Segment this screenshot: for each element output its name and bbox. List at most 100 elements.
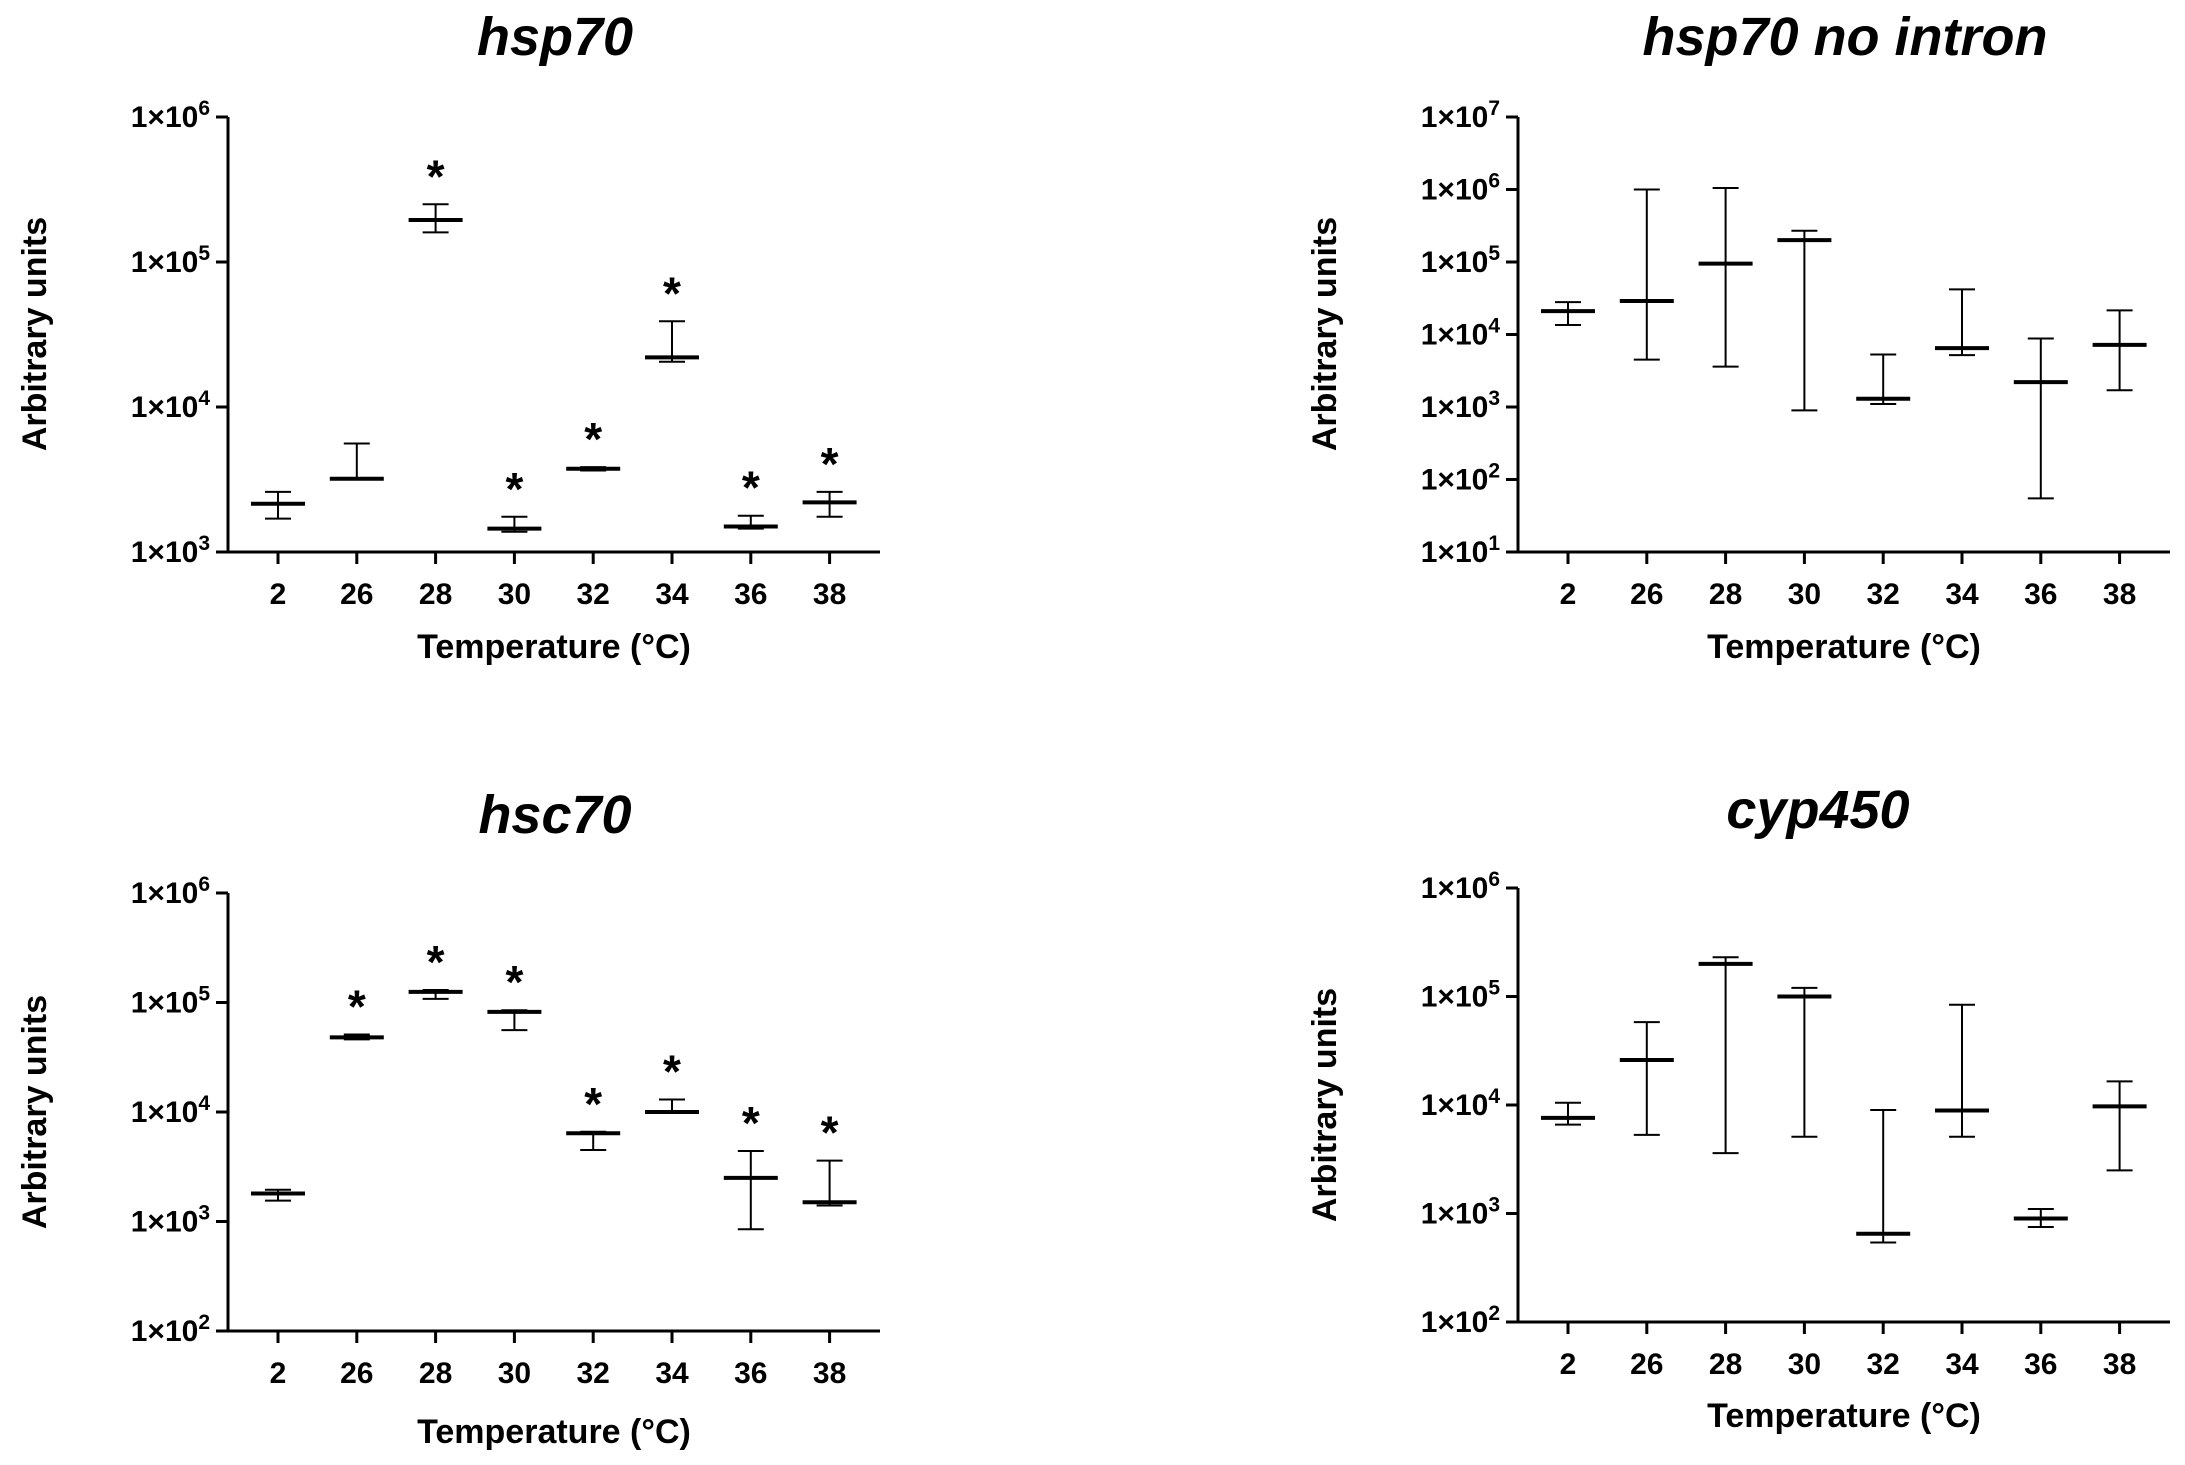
data-point: * [645,267,699,363]
y-tick-label: 1×104 [131,1092,211,1129]
x-tick-label: 32 [577,1357,610,1390]
x-tick-label: 28 [419,578,452,611]
significance-marker: * [821,1107,839,1159]
x-tick-label: 36 [2024,578,2057,611]
x-axis-title: Temperature (°C) [417,628,691,666]
x-tick-label: 28 [1709,1348,1742,1381]
data-point [1935,288,1989,357]
y-tick-label: 1×105 [1421,242,1501,279]
data-point: * [487,463,542,533]
x-tick-label: 2 [270,1357,287,1390]
y-tick-label: 1×103 [1421,1194,1500,1231]
data-point [251,1188,305,1202]
x-tick-label: 36 [2024,1348,2057,1381]
significance-marker: * [427,936,445,988]
x-tick-label: 38 [813,578,846,611]
data-point [1698,186,1753,368]
data-point [1935,1003,1989,1138]
data-point [251,490,305,520]
y-axis-title: Arbitrary units [1306,988,1344,1222]
data-point [1856,1108,1911,1244]
data-point: * [802,1107,857,1207]
x-tick-label: 38 [2103,578,2136,611]
significance-marker: * [584,1078,602,1130]
y-tick-label: 1×102 [1421,460,1500,497]
y-tick-label: 1×104 [131,387,211,424]
data-point [1698,956,1753,1155]
data-point: * [487,956,542,1032]
chart-title: hsp70 no intron [1643,7,2048,67]
x-tick-label: 26 [1630,1348,1663,1381]
x-tick-label: 36 [734,578,767,611]
x-tick-label: 36 [734,1357,767,1390]
chart-title: hsp70 [477,7,633,67]
data-point [2013,337,2068,500]
y-tick-label: 1×103 [131,532,210,569]
x-tick-label: 30 [1788,578,1821,611]
significance-marker: * [505,956,523,1008]
significance-marker: * [742,1097,760,1149]
x-tick-label: 2 [270,578,287,611]
data-point: * [408,150,463,234]
y-tick-label: 1×105 [1421,977,1501,1014]
chart-panel-1: hsp70 Arbitrary units Temperature (°C) 1×10… [16,7,880,666]
x-axis-title: Temperature (°C) [1707,628,1981,666]
data-point: * [723,462,778,530]
y-tick-label: 1×106 [131,97,210,134]
significance-marker: * [505,463,523,515]
y-tick-label: 1×103 [131,1202,210,1239]
x-tick-label: 34 [1945,578,1979,611]
y-tick-label: 1×106 [131,873,210,910]
data-point [329,442,384,481]
x-tick-label: 30 [498,578,531,611]
data-point [1777,986,1832,1138]
significance-marker: * [742,462,760,514]
data-point: * [329,981,384,1041]
x-tick-label: 34 [655,578,689,611]
y-tick-label: 1×107 [1421,97,1500,134]
x-tick-label: 26 [340,578,373,611]
significance-marker: * [663,267,681,319]
y-tick-label: 1×104 [1421,1085,1501,1122]
x-axis-title: Temperature (°C) [1707,1397,1981,1435]
data-point: * [645,1046,699,1114]
x-axis-title: Temperature (°C) [417,1413,691,1451]
x-tick-label: 30 [498,1357,531,1390]
y-axis-title: Arbitrary units [16,995,54,1229]
y-axis-title: Arbitrary units [16,217,54,451]
significance-marker: * [348,981,366,1033]
data-point [1541,1101,1595,1126]
y-tick-label: 1×106 [1421,868,1500,905]
x-tick-label: 30 [1788,1348,1821,1381]
y-tick-label: 1×104 [1421,315,1501,352]
y-tick-label: 1×106 [1421,170,1500,207]
data-point: * [802,438,857,518]
data-point [1856,353,1911,405]
y-tick-label: 1×102 [1421,1302,1500,1339]
x-tick-label: 38 [813,1357,846,1390]
data-point [2092,309,2147,392]
data-point [2013,1208,2068,1229]
data-point: * [408,936,463,1000]
x-tick-label: 28 [419,1357,452,1390]
significance-marker: * [584,413,602,465]
data-point: * [723,1097,778,1231]
y-axis-title: Arbitrary units [1306,217,1344,451]
chart-title: hsc70 [478,785,631,845]
data-point: * [566,413,621,472]
x-tick-label: 2 [1560,1348,1577,1381]
chart-panel-3: hsc70 Arbitrary units Temperature (°C) 1×10… [16,785,880,1451]
significance-marker: * [821,438,839,490]
data-point [2092,1080,2147,1172]
y-tick-label: 1×102 [131,1311,210,1348]
data-point [1619,188,1674,361]
y-tick-label: 1×101 [1421,532,1501,569]
x-tick-label: 32 [1867,1348,1900,1381]
x-tick-label: 32 [577,578,610,611]
data-point: * [566,1078,621,1151]
x-tick-label: 26 [1630,578,1663,611]
significance-marker: * [427,150,445,202]
y-tick-label: 1×105 [131,983,211,1020]
chart-panel-2: hsp70 no intron Arbitrary units Temperatur… [1306,7,2170,666]
